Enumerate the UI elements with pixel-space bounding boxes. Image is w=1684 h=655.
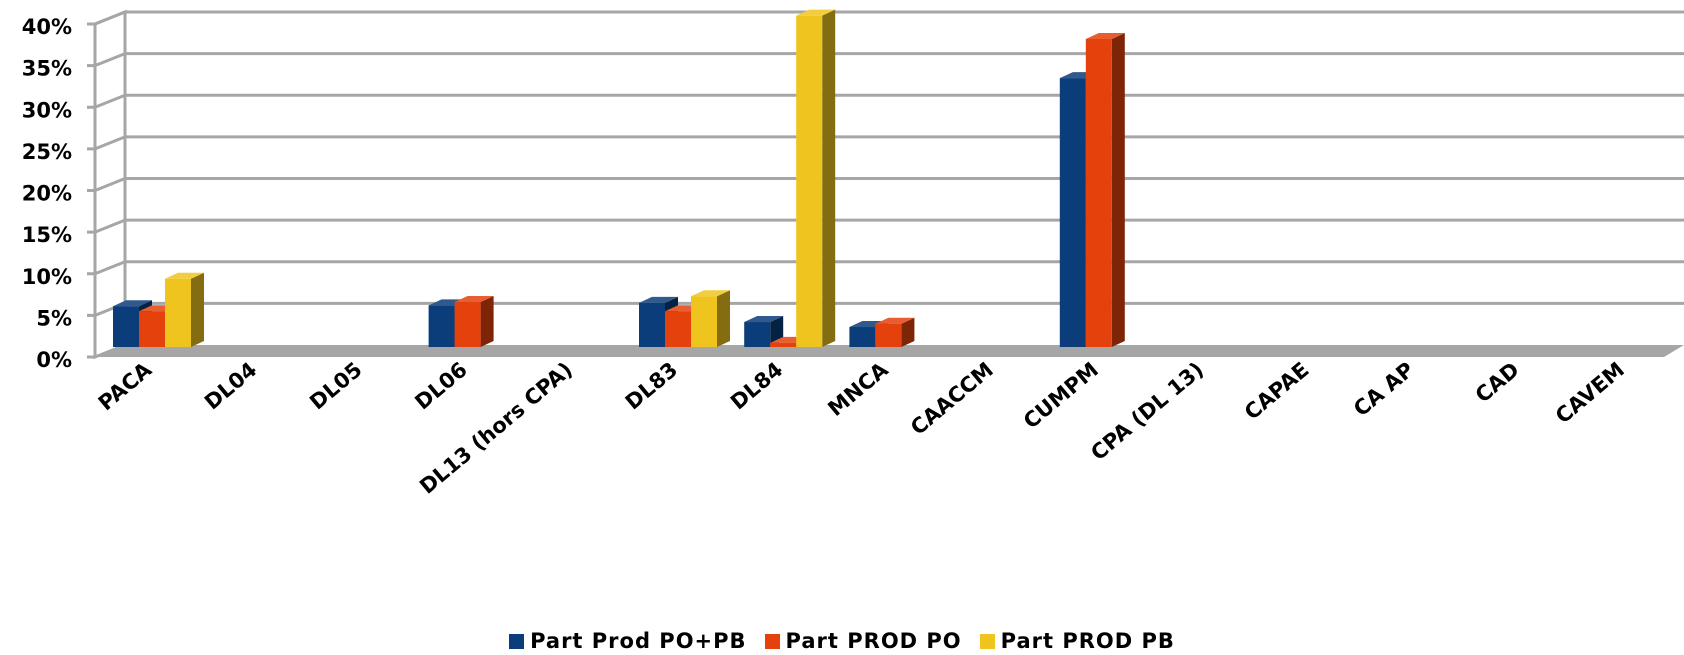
- legend: Part Prod PO+PB Part PROD PO Part PROD P…: [0, 629, 1684, 653]
- bar-part-prod-pb-dl84: [796, 9, 836, 347]
- x-tick-label: CAACCM: [906, 357, 998, 439]
- gridline: [94, 10, 1684, 26]
- gridline: [94, 93, 1684, 109]
- x-tick-label: DL84: [726, 357, 787, 414]
- bar-part-prod-po-mnca: [875, 317, 915, 347]
- x-tick-label: DL04: [200, 357, 261, 414]
- y-tick-label: 30%: [22, 98, 72, 122]
- x-tick-label: DL83: [621, 357, 682, 414]
- y-tick-label: 15%: [22, 223, 72, 247]
- bar-part-prod-po-dl06: [454, 296, 494, 347]
- gridline: [94, 135, 1684, 151]
- x-tick-label: CAPAE: [1240, 357, 1313, 424]
- bar-part-prod-po-cumpm: [1085, 32, 1125, 347]
- x-tick-label: CPA (DL 13): [1086, 357, 1208, 465]
- x-tick-label: MNCA: [823, 357, 893, 421]
- gridline: [94, 52, 1684, 68]
- x-tick-label: DL06: [410, 357, 471, 414]
- legend-swatch-series-2: [764, 633, 780, 649]
- bars: [113, 9, 1125, 347]
- y-tick-label: 20%: [22, 182, 72, 206]
- legend-swatch-series-1: [509, 633, 525, 649]
- y-tick-label: 0%: [36, 348, 72, 372]
- x-tick-label: PACA: [94, 357, 157, 415]
- y-tick-label: 5%: [36, 306, 72, 330]
- gridline: [94, 260, 1684, 276]
- y-tick-label: 25%: [22, 140, 72, 164]
- x-tick-label: CAD: [1471, 357, 1524, 407]
- legend-swatch-series-3: [979, 633, 995, 649]
- x-tick-label: CA AP: [1349, 357, 1419, 421]
- gridline: [94, 177, 1684, 192]
- y-tick-label: 35%: [22, 57, 72, 81]
- y-axis: 0% 5% 10% 15% 20% 25% 30% 35% 40%: [22, 15, 95, 372]
- gridline: [94, 218, 1684, 234]
- legend-label-series-1: Part Prod PO+PB: [530, 629, 747, 653]
- x-tick-label: DL05: [305, 357, 366, 414]
- bar-part-prod-pb-dl83: [691, 290, 730, 347]
- x-tick-label: CAVEM: [1551, 357, 1629, 428]
- legend-label-series-2: Part PROD PO: [785, 629, 962, 653]
- y-tick-label: 10%: [22, 265, 72, 289]
- x-tick-label: CUMPM: [1019, 357, 1103, 433]
- y-tick-label: 40%: [22, 15, 72, 39]
- bar-part-prod-pb-paca: [165, 272, 204, 347]
- legend-item-series-1: Part Prod PO+PB: [509, 629, 746, 653]
- legend-item-series-3: Part PROD PB: [979, 629, 1175, 653]
- chart-floor: [95, 345, 1684, 357]
- bar-part-prod-po-pb-dl84: [744, 316, 784, 347]
- legend-item-series-2: Part PROD PO: [764, 629, 962, 653]
- gridline: [94, 301, 1684, 317]
- gridlines: [93, 9, 1684, 360]
- legend-label-series-3: Part PROD PB: [1000, 629, 1175, 653]
